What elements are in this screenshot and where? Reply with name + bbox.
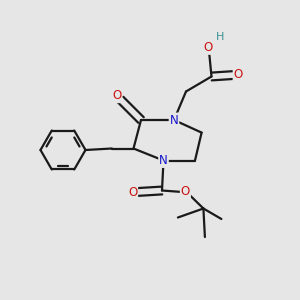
Text: O: O [234, 68, 243, 81]
Text: N: N [159, 154, 168, 167]
Text: H: H [215, 32, 224, 42]
Text: N: N [169, 113, 178, 127]
Text: O: O [112, 89, 121, 102]
Text: O: O [128, 185, 137, 199]
Text: O: O [204, 41, 213, 54]
Text: O: O [181, 185, 190, 198]
